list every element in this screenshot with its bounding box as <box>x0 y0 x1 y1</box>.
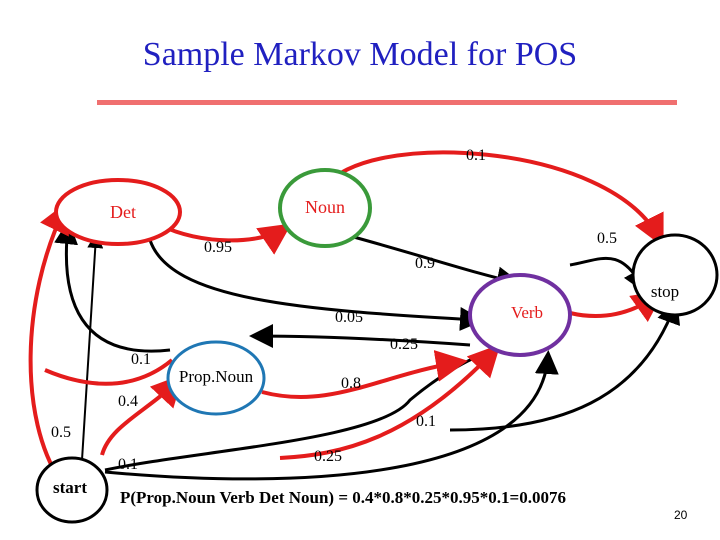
edge-start-propnoun-red <box>100 374 184 456</box>
prob-noun-stop: 0.1 <box>466 147 486 164</box>
stop-node[interactable] <box>631 233 719 317</box>
page-number: 20 <box>674 508 688 522</box>
title-underline <box>97 100 677 105</box>
prob-verb-stop: 0.1 <box>416 413 436 430</box>
prob-start-propnoun: 0.5 <box>51 424 71 441</box>
prob-verb-det: 0.05 <box>335 309 363 326</box>
det-label: Det <box>110 202 136 222</box>
edge-det-noun-red <box>159 223 292 255</box>
start-node[interactable] <box>35 456 109 524</box>
edge-start-det-line <box>81 232 104 461</box>
prob-start-noun: 0.25 <box>314 448 342 465</box>
edge-propnoun-verb-red <box>261 350 468 400</box>
edge-noun-stop-red <box>323 150 664 248</box>
prob-noun-stop-2: 0.5 <box>597 230 617 247</box>
propnoun-node[interactable] <box>166 340 266 416</box>
edge-verb-propnoun <box>249 324 471 349</box>
stop-label: stop <box>651 282 679 301</box>
propnoun-label: Prop.Noun <box>179 367 254 386</box>
prob-verb-propnoun: 0.25 <box>390 336 418 353</box>
edge-propnoun-det-red <box>44 358 174 386</box>
prob-propnoun-det: 0.1 <box>131 351 151 368</box>
verb-node[interactable] <box>468 273 572 357</box>
start-label: start <box>53 478 87 497</box>
prob-det-noun: 0.95 <box>204 239 232 256</box>
edge-propnoun-det <box>54 220 171 353</box>
noun-node[interactable] <box>278 168 372 248</box>
probability-formula: P(Prop.Noun Verb Det Noun) = 0.4*0.8*0.2… <box>120 488 566 507</box>
prob-propnoun-verb: 0.8 <box>341 375 361 392</box>
edge-propnoun-stop <box>449 299 681 432</box>
noun-label: Noun <box>305 197 345 217</box>
edge-start-det-red <box>28 200 69 482</box>
edge-start-verb-red <box>279 344 501 460</box>
edge-det-verb <box>148 239 484 331</box>
prob-start-det: 0.4 <box>118 393 138 410</box>
edge-start-verb-low <box>104 350 559 481</box>
det-node[interactable] <box>54 178 182 246</box>
prob-start-verb: 0.1 <box>118 456 138 473</box>
prob-noun-verb: 0.9 <box>415 255 435 272</box>
verb-label: Verb <box>511 303 543 322</box>
slide-title: Sample Markov Model for POS <box>142 36 578 73</box>
